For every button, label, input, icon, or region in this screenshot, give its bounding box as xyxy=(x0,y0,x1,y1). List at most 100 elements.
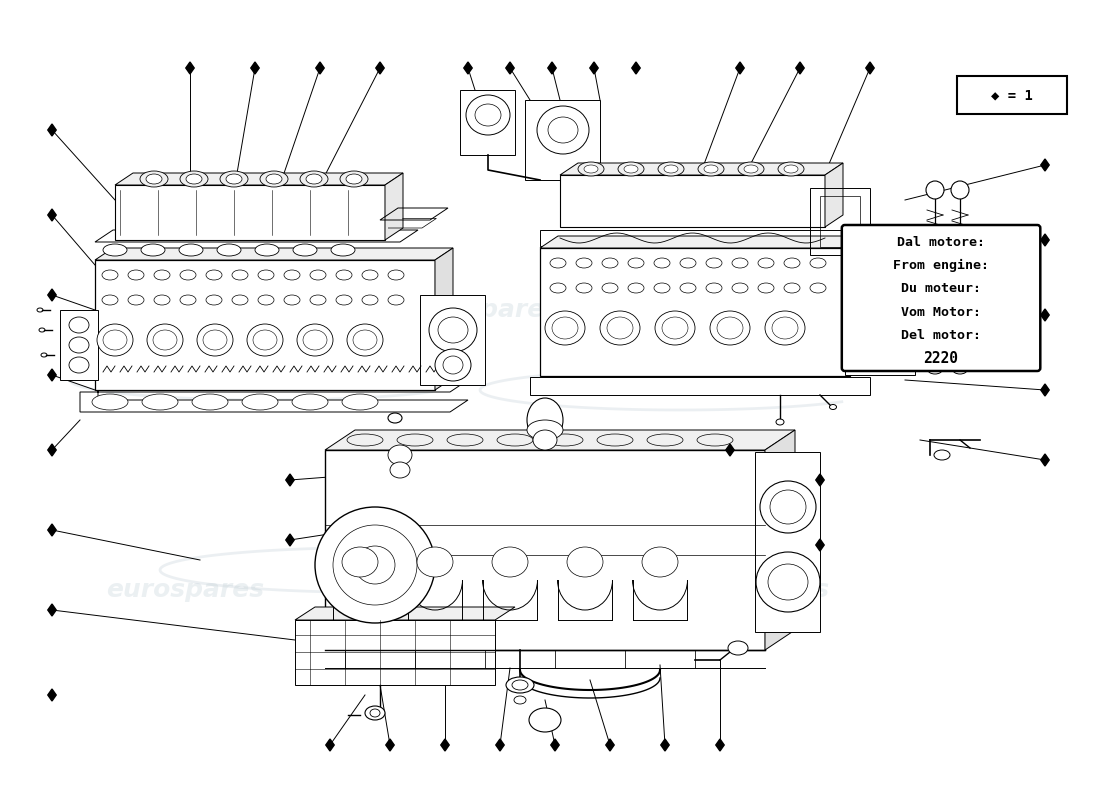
Text: eurospares: eurospares xyxy=(671,358,829,382)
Ellipse shape xyxy=(662,317,688,339)
Ellipse shape xyxy=(438,317,468,343)
Ellipse shape xyxy=(128,270,144,280)
Polygon shape xyxy=(47,369,56,381)
Polygon shape xyxy=(464,62,472,74)
Ellipse shape xyxy=(292,394,328,410)
Ellipse shape xyxy=(355,546,395,584)
Ellipse shape xyxy=(248,324,283,356)
Ellipse shape xyxy=(180,270,196,280)
Polygon shape xyxy=(540,230,845,246)
Ellipse shape xyxy=(293,244,317,256)
Polygon shape xyxy=(295,607,515,620)
Ellipse shape xyxy=(924,353,946,363)
Polygon shape xyxy=(116,173,403,185)
Polygon shape xyxy=(795,62,804,74)
Ellipse shape xyxy=(141,244,165,256)
FancyBboxPatch shape xyxy=(842,225,1041,371)
Ellipse shape xyxy=(607,317,632,339)
Ellipse shape xyxy=(624,165,638,173)
Ellipse shape xyxy=(466,95,510,135)
Polygon shape xyxy=(286,534,294,546)
Ellipse shape xyxy=(370,709,379,717)
Ellipse shape xyxy=(260,171,288,187)
Ellipse shape xyxy=(92,394,128,410)
Ellipse shape xyxy=(146,174,162,184)
Ellipse shape xyxy=(654,283,670,293)
Ellipse shape xyxy=(680,283,696,293)
Ellipse shape xyxy=(602,258,618,268)
Ellipse shape xyxy=(949,353,971,363)
Ellipse shape xyxy=(336,295,352,305)
Ellipse shape xyxy=(443,356,463,374)
Polygon shape xyxy=(845,275,915,375)
Polygon shape xyxy=(525,100,600,180)
Polygon shape xyxy=(506,62,514,74)
Ellipse shape xyxy=(258,295,274,305)
Polygon shape xyxy=(560,163,843,175)
Ellipse shape xyxy=(300,171,328,187)
Ellipse shape xyxy=(628,283,643,293)
Text: Dal motore:: Dal motore: xyxy=(898,235,986,249)
Ellipse shape xyxy=(810,283,826,293)
Ellipse shape xyxy=(810,258,826,268)
Ellipse shape xyxy=(544,311,585,345)
Ellipse shape xyxy=(226,174,242,184)
Ellipse shape xyxy=(497,434,534,446)
Text: eurospares: eurospares xyxy=(400,518,559,542)
Ellipse shape xyxy=(242,394,278,410)
Polygon shape xyxy=(47,524,56,536)
Ellipse shape xyxy=(710,311,750,345)
Ellipse shape xyxy=(602,283,618,293)
Ellipse shape xyxy=(760,481,816,533)
Polygon shape xyxy=(47,604,56,616)
Ellipse shape xyxy=(362,270,378,280)
Ellipse shape xyxy=(934,450,950,460)
Ellipse shape xyxy=(388,270,404,280)
Ellipse shape xyxy=(97,324,133,356)
Ellipse shape xyxy=(346,324,383,356)
Ellipse shape xyxy=(566,547,603,577)
Ellipse shape xyxy=(768,564,808,600)
Ellipse shape xyxy=(362,295,378,305)
Polygon shape xyxy=(460,90,515,155)
Ellipse shape xyxy=(618,162,644,176)
Polygon shape xyxy=(60,310,98,380)
Ellipse shape xyxy=(69,317,89,333)
Ellipse shape xyxy=(284,270,300,280)
Ellipse shape xyxy=(331,244,355,256)
Polygon shape xyxy=(441,739,449,751)
Ellipse shape xyxy=(706,283,722,293)
Ellipse shape xyxy=(206,270,222,280)
Ellipse shape xyxy=(255,244,279,256)
Ellipse shape xyxy=(550,258,566,268)
Ellipse shape xyxy=(284,295,300,305)
Polygon shape xyxy=(95,230,418,242)
Polygon shape xyxy=(1041,309,1049,321)
Ellipse shape xyxy=(153,330,177,350)
Ellipse shape xyxy=(310,295,326,305)
Ellipse shape xyxy=(103,330,127,350)
Ellipse shape xyxy=(475,104,500,126)
Ellipse shape xyxy=(512,680,528,690)
Polygon shape xyxy=(560,175,825,227)
Polygon shape xyxy=(1041,159,1049,171)
Polygon shape xyxy=(716,739,724,751)
Ellipse shape xyxy=(576,283,592,293)
Ellipse shape xyxy=(192,394,228,410)
Polygon shape xyxy=(47,289,56,301)
Ellipse shape xyxy=(180,171,208,187)
Polygon shape xyxy=(590,62,598,74)
Ellipse shape xyxy=(390,462,410,478)
Ellipse shape xyxy=(447,434,483,446)
Polygon shape xyxy=(324,430,795,450)
Ellipse shape xyxy=(548,117,578,143)
Ellipse shape xyxy=(547,434,583,446)
Ellipse shape xyxy=(732,283,748,293)
Ellipse shape xyxy=(732,258,748,268)
Ellipse shape xyxy=(953,366,967,374)
Polygon shape xyxy=(286,474,294,486)
Ellipse shape xyxy=(353,330,377,350)
Ellipse shape xyxy=(744,165,758,173)
Polygon shape xyxy=(434,248,453,390)
Polygon shape xyxy=(548,62,557,74)
